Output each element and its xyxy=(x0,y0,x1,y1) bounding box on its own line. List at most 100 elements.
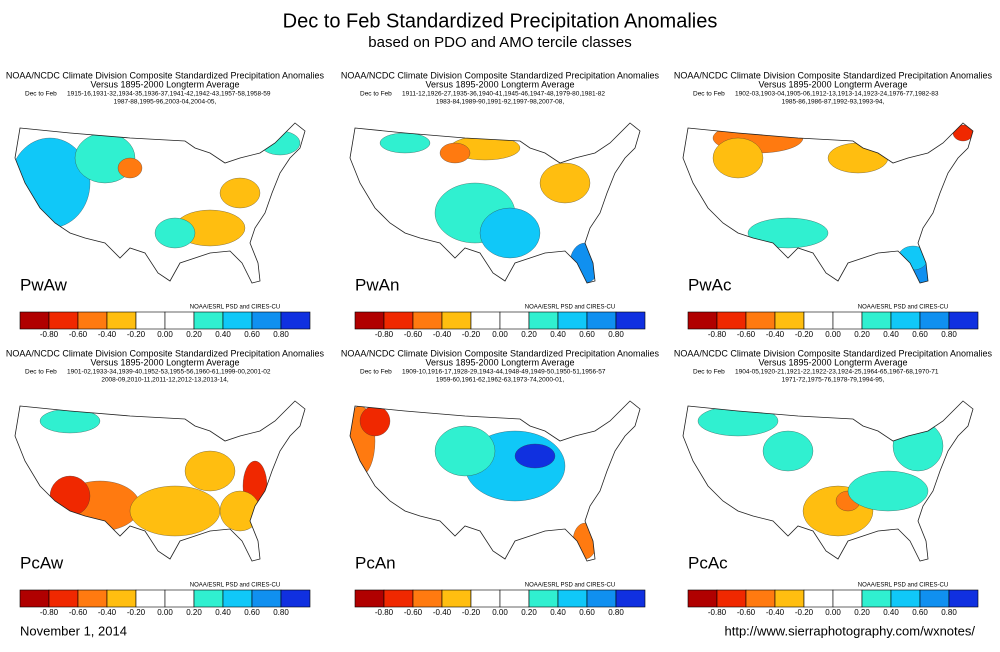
anomaly-region xyxy=(439,142,471,164)
colorbar-box xyxy=(441,311,472,330)
panel-versus: Versus 1895-2000 Longterm Average xyxy=(91,79,240,89)
colorbar-box xyxy=(441,589,472,608)
panel-versus: Versus 1895-2000 Longterm Average xyxy=(91,357,240,367)
colorbar-box xyxy=(193,589,224,608)
panel-years: 1901-02,1933-34,1939-40,1952-53,1955-56,… xyxy=(67,369,271,376)
panel-season: Dec to Feb xyxy=(360,369,392,376)
colorbar-label: 0.40 xyxy=(883,330,899,339)
panel-years: 1985-86,1986-87,1992-93,1993-94, xyxy=(782,99,885,106)
colorbar-box xyxy=(222,589,253,608)
colorbar-label: -0.20 xyxy=(462,330,481,339)
colorbar-box xyxy=(251,589,282,608)
us-map xyxy=(14,122,306,284)
colorbar-label: -0.80 xyxy=(708,608,727,617)
colorbar-label: 0.80 xyxy=(941,608,957,617)
colorbar-box xyxy=(586,311,617,330)
us-map xyxy=(349,400,641,562)
panel-season: Dec to Feb xyxy=(693,91,725,98)
anomaly-region xyxy=(897,245,929,271)
panel-years: 1987-88,1995-96,2003-04,2004-05, xyxy=(114,99,217,106)
colorbar-box xyxy=(528,311,559,330)
panel-credit: NOAA/ESRL PSD and CIRES-CU xyxy=(858,583,948,589)
colorbar-label: 0.00 xyxy=(825,330,841,339)
colorbar-label: 0.60 xyxy=(579,330,595,339)
panel-label: PcAc xyxy=(688,553,728,572)
colorbar-label: -0.40 xyxy=(766,330,785,339)
colorbar-label: 0.20 xyxy=(521,330,537,339)
colorbar-label: 0.60 xyxy=(244,608,260,617)
panel-versus: Versus 1895-2000 Longterm Average xyxy=(426,357,575,367)
panel-label: PwAc xyxy=(688,275,732,294)
colorbar-box xyxy=(135,311,166,330)
panel: NOAA/NCDC Climate Division Composite Sta… xyxy=(674,70,993,339)
colorbar-label: 0.40 xyxy=(883,608,899,617)
anomaly-region xyxy=(129,485,221,537)
colorbar-label: -0.60 xyxy=(737,330,756,339)
colorbar-box xyxy=(948,311,979,330)
title: Dec to Feb Standardized Precipitation An… xyxy=(283,10,718,32)
colorbar-box xyxy=(354,589,385,608)
colorbar-label: -0.80 xyxy=(375,608,394,617)
colorbar-box xyxy=(280,311,311,330)
colorbar-label: 0.20 xyxy=(854,330,870,339)
colorbar-label: 0.60 xyxy=(912,608,928,617)
panel-versus: Versus 1895-2000 Longterm Average xyxy=(426,79,575,89)
colorbar-label: 0.00 xyxy=(492,330,508,339)
panel-label: PcAn xyxy=(355,553,396,572)
colorbar-box xyxy=(861,589,892,608)
colorbar-label: -0.60 xyxy=(69,330,88,339)
us-map xyxy=(682,400,974,562)
panel-credit: NOAA/ESRL PSD and CIRES-CU xyxy=(190,305,280,311)
colorbar-box xyxy=(499,589,530,608)
colorbar-box xyxy=(470,311,501,330)
colorbar-label: -0.20 xyxy=(795,330,814,339)
colorbar-label: -0.80 xyxy=(40,330,59,339)
panel-credit: NOAA/ESRL PSD and CIRES-CU xyxy=(525,305,615,311)
panel-season: Dec to Feb xyxy=(25,91,57,98)
colorbar-label: -0.80 xyxy=(40,608,59,617)
panel-header: NOAA/NCDC Climate Division Composite Sta… xyxy=(341,348,660,358)
colorbar-label: 0.40 xyxy=(550,330,566,339)
anomaly-region xyxy=(219,490,261,532)
colorbar-label: 0.60 xyxy=(579,608,595,617)
colorbar-label: 0.20 xyxy=(521,608,537,617)
colorbar-label: 0.00 xyxy=(157,330,173,339)
colorbar-box xyxy=(48,311,79,330)
panel-years: 1904-05,1920-21,1921-22,1922-23,1924-25,… xyxy=(735,369,939,376)
colorbar-label: 0.80 xyxy=(273,608,289,617)
colorbar-label: -0.80 xyxy=(375,330,394,339)
colorbar-label: 0.00 xyxy=(492,608,508,617)
panel-label: PcAw xyxy=(20,553,64,572)
anomaly-region xyxy=(154,217,196,249)
colorbar-box xyxy=(193,311,224,330)
colorbar-label: 0.60 xyxy=(244,330,260,339)
colorbar-box xyxy=(716,311,747,330)
panel-credit: NOAA/ESRL PSD and CIRES-CU xyxy=(525,583,615,589)
panel-header: NOAA/NCDC Climate Division Composite Sta… xyxy=(674,348,993,358)
panel: NOAA/NCDC Climate Division Composite Sta… xyxy=(341,348,660,617)
colorbar-box xyxy=(687,311,718,330)
panel-years: 1915-16,1931-32,1934-35,1936-37,1941-42,… xyxy=(67,91,271,98)
panel-years: 1971-72,1975-76,1978-79,1994-95, xyxy=(782,377,885,384)
colorbar-label: -0.60 xyxy=(737,608,756,617)
colorbar-label: 0.80 xyxy=(608,608,624,617)
colorbar-box xyxy=(470,589,501,608)
panel-credit: NOAA/ESRL PSD and CIRES-CU xyxy=(190,583,280,589)
us-outline xyxy=(14,400,306,562)
panel-header: NOAA/NCDC Climate Division Composite Sta… xyxy=(341,70,660,80)
panel-years: 2008-09,2010-11,2011-12,2012-13,2013-14, xyxy=(101,377,229,384)
panel-versus: Versus 1895-2000 Longterm Average xyxy=(759,79,908,89)
colorbar-label: 0.20 xyxy=(186,330,202,339)
panel-label: PwAn xyxy=(355,275,399,294)
colorbar-box xyxy=(803,311,834,330)
colorbar-label: -0.20 xyxy=(795,608,814,617)
panel: NOAA/NCDC Climate Division Composite Sta… xyxy=(674,348,993,617)
anomaly-region xyxy=(762,430,814,472)
colorbar-label: 0.20 xyxy=(854,608,870,617)
subtitle: based on PDO and AMO tercile classes xyxy=(368,34,631,51)
colorbar-label: -0.20 xyxy=(127,608,146,617)
colorbar-label: -0.60 xyxy=(404,330,423,339)
colorbar-label: 0.40 xyxy=(215,608,231,617)
panel-years: 1983-84,1989-90,1991-92,1997-98,2007-08, xyxy=(436,99,564,106)
us-outline xyxy=(682,400,974,562)
